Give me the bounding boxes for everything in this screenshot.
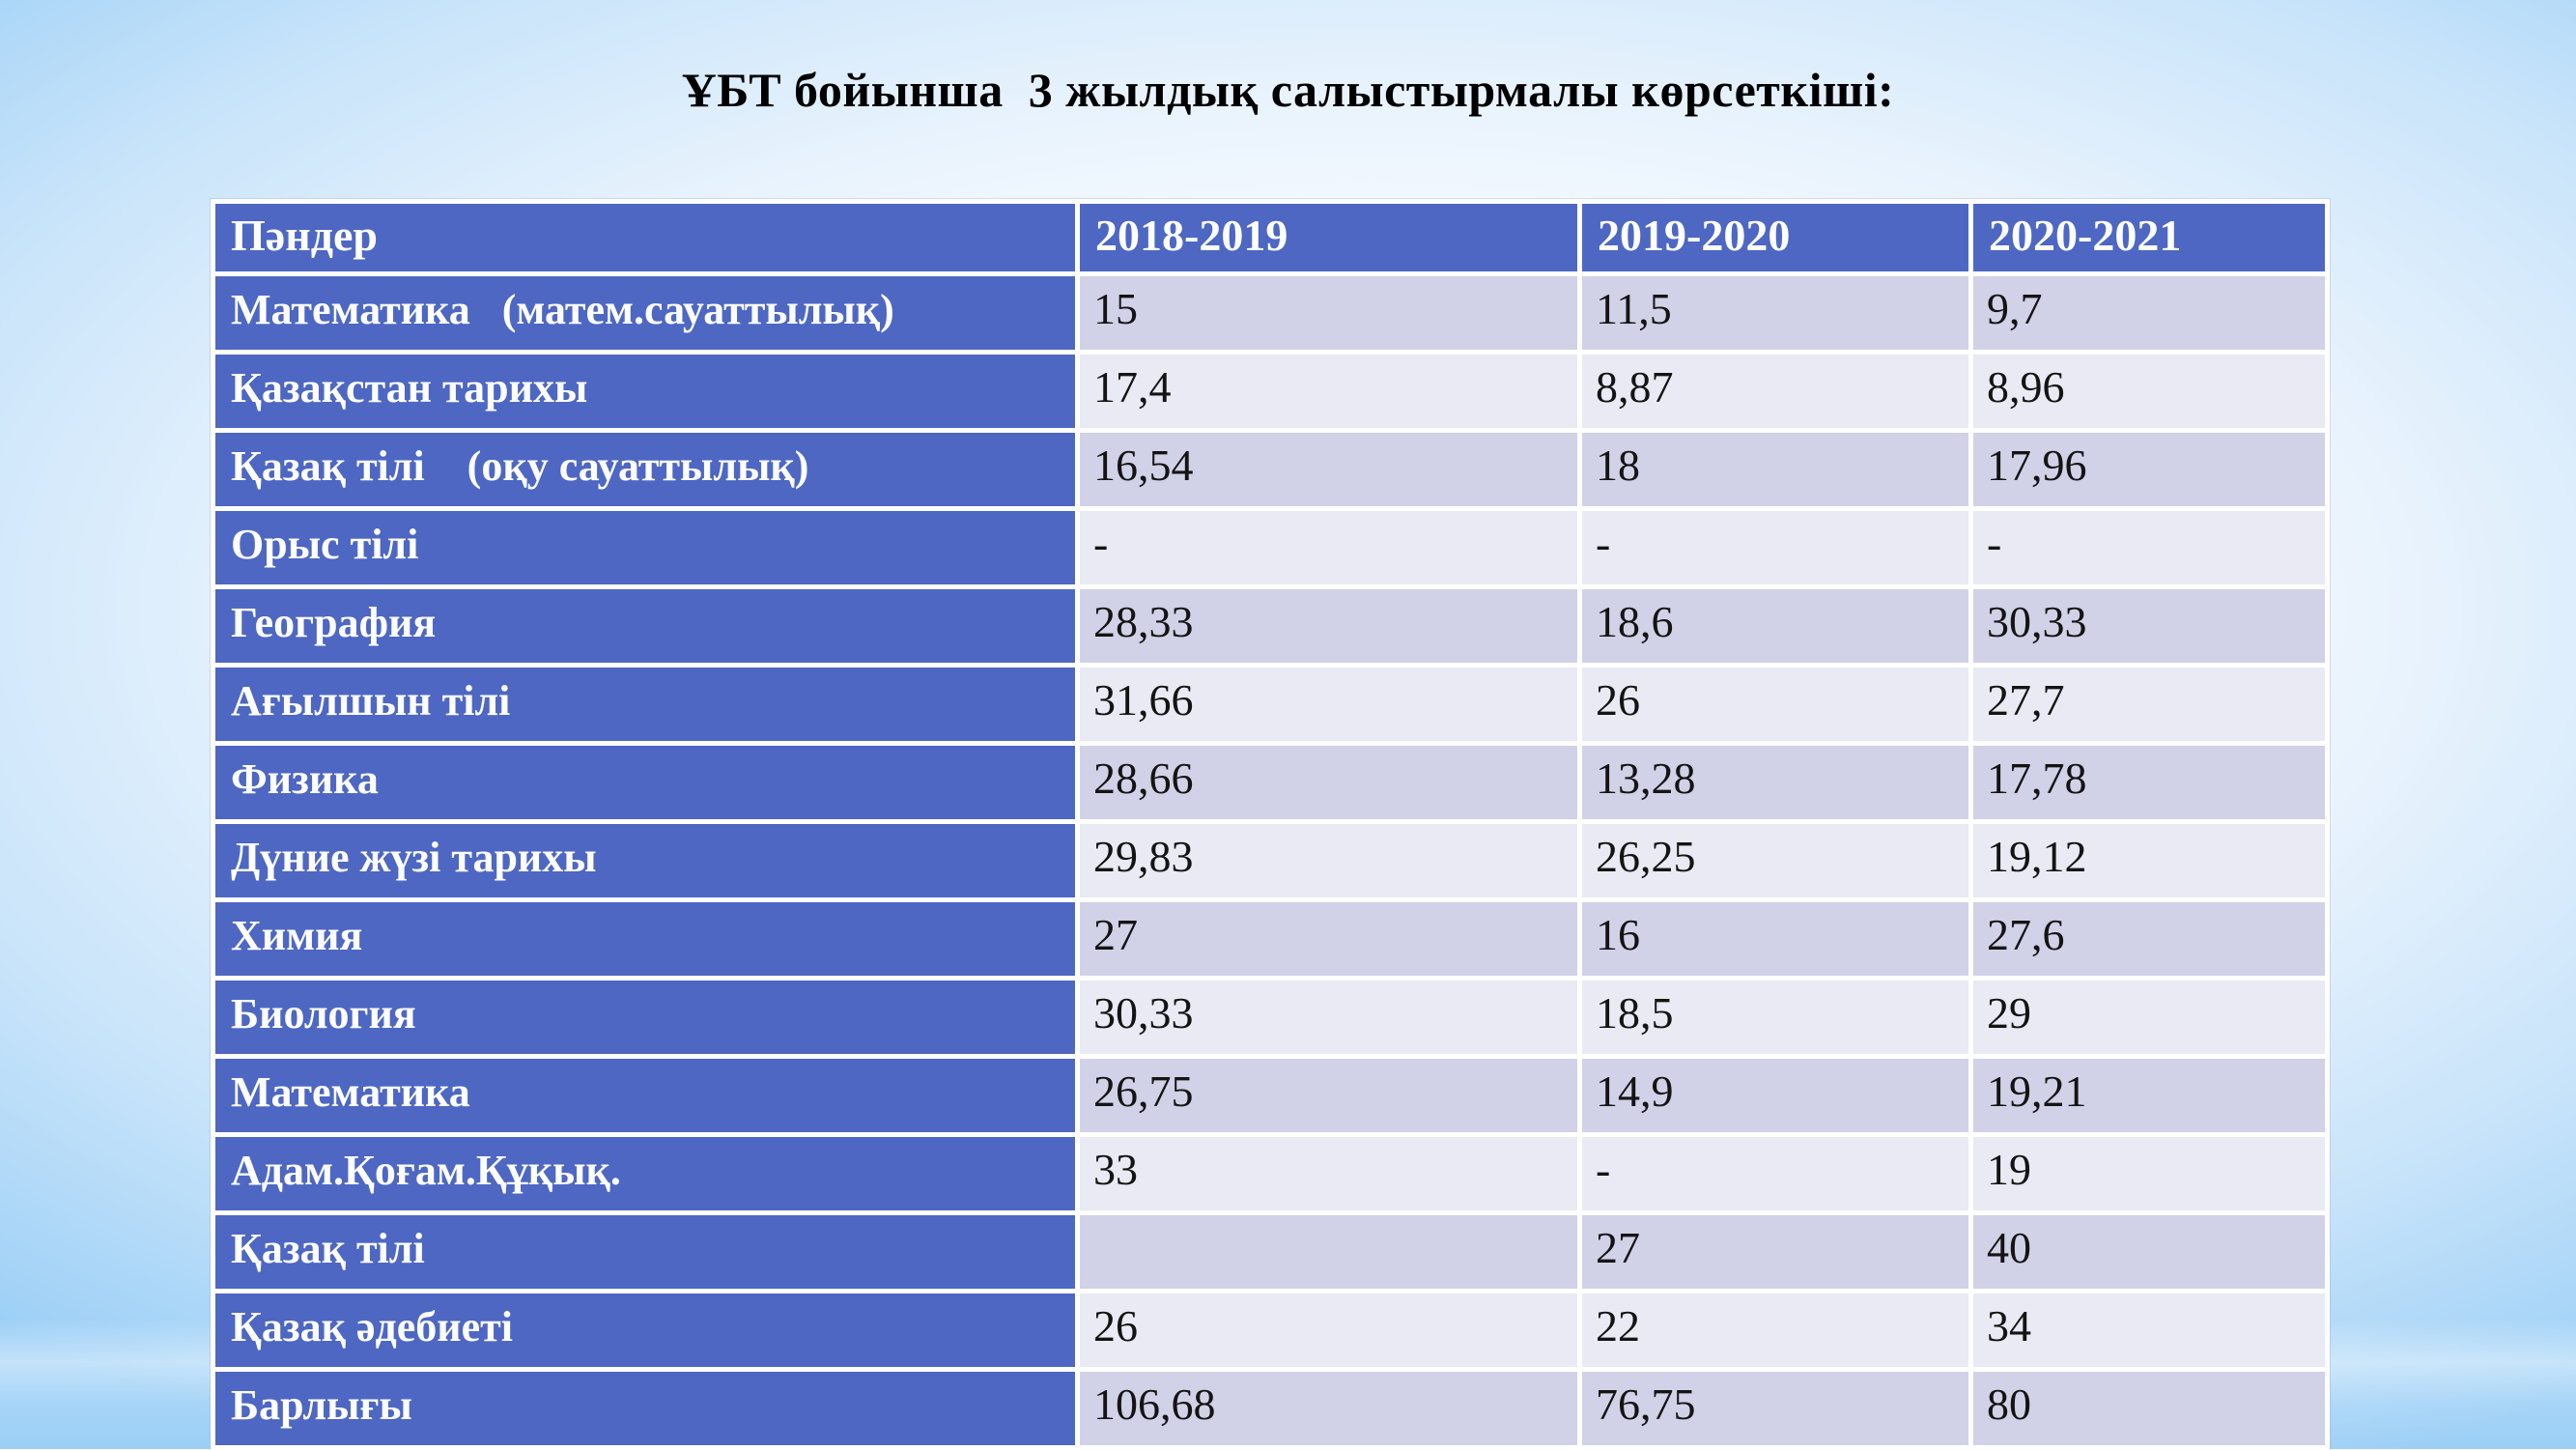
column-header-2018-2019: 2018-2019 <box>1080 204 1577 271</box>
scores-table: Пәндер 2018-2019 2019-2020 2020-2021 Мат… <box>211 199 2330 1450</box>
value-cell-2019-2020: 14,9 <box>1582 1059 1968 1132</box>
value-cell-2018-2019 <box>1080 1215 1577 1289</box>
table-row: Биология 30,33 18,5 29 <box>215 981 2325 1054</box>
value-cell-2019-2020: 16 <box>1582 902 1968 976</box>
value-cell-2018-2019: 27 <box>1080 902 1577 976</box>
value-cell-2019-2020: 26,25 <box>1582 824 1968 897</box>
table-row: Ағылшын тілі 31,66 26 27,7 <box>215 668 2325 741</box>
value-cell-2020-2021: - <box>1973 511 2325 584</box>
value-cell-2019-2020: 13,28 <box>1582 746 1968 819</box>
value-cell-2018-2019: 17,4 <box>1080 355 1577 428</box>
value-cell-2019-2020: 18,5 <box>1582 981 1968 1054</box>
subject-cell: Биология <box>215 981 1075 1054</box>
table-row: Физика 28,66 13,28 17,78 <box>215 746 2325 819</box>
table-header: Пәндер 2018-2019 2019-2020 2020-2021 <box>215 204 2325 271</box>
value-cell-2018-2019: 16,54 <box>1080 433 1577 506</box>
subject-cell: Математика <box>215 1059 1075 1132</box>
column-header-2019-2020: 2019-2020 <box>1582 204 1968 271</box>
value-cell-2018-2019: 26,75 <box>1080 1059 1577 1132</box>
value-cell-2020-2021: 40 <box>1973 1215 2325 1289</box>
value-cell-2019-2020: 11,5 <box>1582 276 1968 350</box>
page-title: ҰБТ бойынша 3 жылдық салыстырмалы көрсет… <box>681 63 1895 117</box>
value-cell-2020-2021: 9,7 <box>1973 276 2325 350</box>
subject-cell: Қазақ тілі <box>215 1215 1075 1289</box>
value-cell-2020-2021: 19,12 <box>1973 824 2325 897</box>
subject-cell: Математика (матем.сауаттылық) <box>215 276 1075 350</box>
value-cell-2018-2019: 33 <box>1080 1137 1577 1210</box>
table-row: Орыс тілі - - - <box>215 511 2325 584</box>
value-cell-2020-2021: 19 <box>1973 1137 2325 1210</box>
value-cell-2020-2021: 80 <box>1973 1372 2325 1445</box>
value-cell-2018-2019: 26 <box>1080 1294 1577 1367</box>
subject-cell: Барлығы <box>215 1372 1075 1445</box>
subject-cell: Физика <box>215 746 1075 819</box>
value-cell-2019-2020: 26 <box>1582 668 1968 741</box>
value-cell-2018-2019: - <box>1080 511 1577 584</box>
table-row: Дүние жүзі тарихы 29,83 26,25 19,12 <box>215 824 2325 897</box>
value-cell-2018-2019: 31,66 <box>1080 668 1577 741</box>
subject-cell: Қазақ тілі (оқу сауаттылық) <box>215 433 1075 506</box>
subject-cell: Дүние жүзі тарихы <box>215 824 1075 897</box>
column-header-2020-2021: 2020-2021 <box>1973 204 2325 271</box>
value-cell-2020-2021: 27,6 <box>1973 902 2325 976</box>
value-cell-2019-2020: 22 <box>1582 1294 1968 1367</box>
table-row: Математика (матем.сауаттылық) 15 11,5 9,… <box>215 276 2325 350</box>
value-cell-2019-2020: 8,87 <box>1582 355 1968 428</box>
value-cell-2018-2019: 30,33 <box>1080 981 1577 1054</box>
value-cell-2020-2021: 8,96 <box>1973 355 2325 428</box>
value-cell-2018-2019: 29,83 <box>1080 824 1577 897</box>
value-cell-2018-2019: 15 <box>1080 276 1577 350</box>
table-row: Қазақ тілі 27 40 <box>215 1215 2325 1289</box>
table-row: Адам.Қоғам.Құқық. 33 - 19 <box>215 1137 2325 1210</box>
value-cell-2020-2021: 17,78 <box>1973 746 2325 819</box>
value-cell-2019-2020: 27 <box>1582 1215 1968 1289</box>
subject-cell: Адам.Қоғам.Құқық. <box>215 1137 1075 1210</box>
subject-cell: Химия <box>215 902 1075 976</box>
table-body: Математика (матем.сауаттылық) 15 11,5 9,… <box>215 276 2325 1445</box>
value-cell-2019-2020: 18,6 <box>1582 589 1968 663</box>
subject-cell: Қазақстан тарихы <box>215 355 1075 428</box>
header-row: Пәндер 2018-2019 2019-2020 2020-2021 <box>215 204 2325 271</box>
value-cell-2020-2021: 29 <box>1973 981 2325 1054</box>
subject-cell: География <box>215 589 1075 663</box>
table-row: Қазақ әдебиеті 26 22 34 <box>215 1294 2325 1367</box>
value-cell-2020-2021: 17,96 <box>1973 433 2325 506</box>
value-cell-2019-2020: - <box>1582 511 1968 584</box>
value-cell-2019-2020: 76,75 <box>1582 1372 1968 1445</box>
value-cell-2020-2021: 27,7 <box>1973 668 2325 741</box>
table-row: Барлығы 106,68 76,75 80 <box>215 1372 2325 1445</box>
subject-cell: Орыс тілі <box>215 511 1075 584</box>
value-cell-2019-2020: 18 <box>1582 433 1968 506</box>
value-cell-2020-2021: 19,21 <box>1973 1059 2325 1132</box>
value-cell-2019-2020: - <box>1582 1137 1968 1210</box>
value-cell-2018-2019: 106,68 <box>1080 1372 1577 1445</box>
table-row: География 28,33 18,6 30,33 <box>215 589 2325 663</box>
table-row: Химия 27 16 27,6 <box>215 902 2325 976</box>
table-row: Қазақ тілі (оқу сауаттылық) 16,54 18 17,… <box>215 433 2325 506</box>
value-cell-2018-2019: 28,66 <box>1080 746 1577 819</box>
subject-cell: Ағылшын тілі <box>215 668 1075 741</box>
column-header-subjects: Пәндер <box>215 204 1075 271</box>
value-cell-2018-2019: 28,33 <box>1080 589 1577 663</box>
table-row: Қазақстан тарихы 17,4 8,87 8,96 <box>215 355 2325 428</box>
subject-cell: Қазақ әдебиеті <box>215 1294 1075 1367</box>
value-cell-2020-2021: 30,33 <box>1973 589 2325 663</box>
value-cell-2020-2021: 34 <box>1973 1294 2325 1367</box>
table-row: Математика 26,75 14,9 19,21 <box>215 1059 2325 1132</box>
